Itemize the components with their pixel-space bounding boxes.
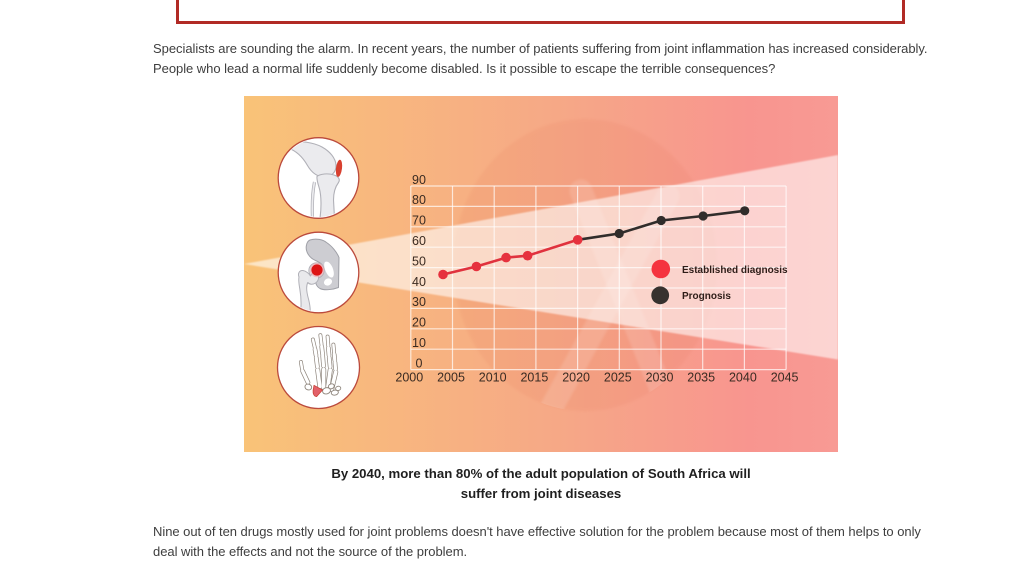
svg-text:2000: 2000 (395, 371, 423, 385)
svg-text:2020: 2020 (562, 371, 590, 385)
svg-text:2035: 2035 (687, 371, 715, 385)
svg-text:Established diagnosis: Established diagnosis (682, 265, 788, 276)
svg-text:2030: 2030 (646, 371, 674, 385)
svg-text:20: 20 (412, 316, 426, 330)
svg-text:60: 60 (412, 234, 426, 248)
svg-text:30: 30 (412, 295, 426, 309)
svg-text:2040: 2040 (729, 371, 757, 385)
svg-text:2045: 2045 (771, 371, 799, 385)
svg-text:2015: 2015 (520, 371, 548, 385)
svg-text:2005: 2005 (437, 371, 465, 385)
svg-text:Prognosis: Prognosis (682, 291, 731, 302)
svg-text:80: 80 (412, 193, 426, 207)
svg-text:2010: 2010 (479, 371, 507, 385)
svg-text:2025: 2025 (604, 371, 632, 385)
svg-text:10: 10 (412, 336, 426, 350)
svg-text:70: 70 (412, 214, 426, 228)
svg-text:50: 50 (412, 254, 426, 268)
svg-text:0: 0 (416, 356, 423, 370)
svg-text:40: 40 (412, 275, 426, 289)
svg-text:90: 90 (412, 173, 426, 187)
